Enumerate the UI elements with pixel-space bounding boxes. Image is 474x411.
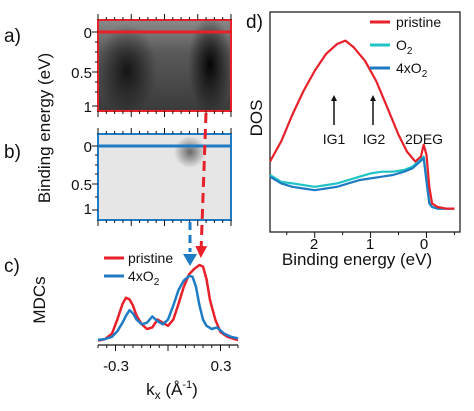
legend-d-o2-main: O [396, 37, 407, 53]
panel-d: DOS Binding energy (eV) pristine O2 4xO2… [247, 11, 461, 269]
binding-energy-axis-title-left: Binding energy (eV) [35, 53, 54, 203]
panel-a-ticks [92, 14, 232, 117]
kx-axis-title: kx (Å-1) [146, 379, 198, 402]
ig2-label: IG2 [363, 131, 386, 147]
panel-a-ytick-0: 0 [84, 25, 92, 42]
panel-label-d: d) [246, 12, 263, 33]
panel-b-yticks: 0 0.5 1 [71, 139, 92, 218]
kx-axis-unit: (Å [161, 380, 183, 399]
panel-b-ytick-05: 0.5 [71, 177, 92, 194]
legend-c-pristine-label: pristine [128, 250, 173, 266]
panel-a-band-left [97, 24, 157, 116]
legend-c-4xo2-sub: 2 [154, 277, 160, 288]
panel-c-xtick-pos: 0.3 [211, 358, 232, 375]
legend-d-4xo2-main: 4xO [396, 60, 422, 76]
dos-line-4xo2 [269, 157, 455, 210]
red-dashed-guide [195, 112, 208, 258]
panel-d-series [269, 39, 455, 210]
kx-axis-sub: x [155, 388, 161, 402]
panel-d-xtick-1: 1 [366, 236, 374, 253]
panel-a-yticks: 0 0.5 1 [71, 25, 92, 116]
panel-d-frame [269, 11, 461, 233]
panel-label-a: a) [4, 26, 21, 47]
panel-a: 0 0.5 1 [71, 14, 232, 117]
mdc-line-4xo2 [97, 274, 239, 342]
panel-b-ytick-1: 1 [84, 201, 92, 218]
legend-c-4xo2-main: 4xO [128, 268, 154, 284]
legend-c-4xo2-label: 4xO2 [128, 268, 160, 288]
mdc-line-pristine [97, 263, 239, 342]
mdcs-axis-title: MDCs [30, 276, 49, 323]
panel-b-ytick-0: 0 [84, 139, 92, 156]
panel-label-c: c) [4, 256, 20, 277]
panel-a-ytick-1: 1 [84, 99, 92, 116]
panel-d-xtick-0: 0 [420, 236, 428, 253]
dos-axis-title: DOS [247, 100, 266, 137]
legend-d-4xo2-sub: 2 [422, 69, 428, 80]
blue-triangle-marker [183, 254, 197, 266]
panel-b-ticks [92, 128, 232, 226]
legend-d-o2-sub: 2 [407, 46, 413, 57]
panel-d-legend: pristine O2 4xO2 [370, 14, 441, 80]
panel-d-ticks [286, 232, 455, 238]
panel-a-ytick-05: 0.5 [71, 65, 92, 82]
panel-c-ticks [97, 345, 239, 351]
panel-c-xtick-neg: -0.3 [103, 358, 129, 375]
legend-d-4xo2-label: 4xO2 [396, 60, 428, 80]
panel-c-series [97, 263, 239, 342]
legend-d-o2-label: O2 [396, 37, 413, 57]
kx-axis-exp: -1 [182, 379, 192, 391]
panel-d-xtick-2: 2 [310, 236, 318, 253]
panel-c: MDCs pristine 4xO2 -0.3 0.3 kx (Å-1) [30, 250, 239, 402]
kx-axis-close: ) [192, 380, 198, 399]
panel-b-band [174, 136, 206, 168]
panel-b-image-base [98, 134, 231, 220]
ig1-label: IG1 [323, 131, 346, 147]
dos-line-pristine [269, 39, 455, 210]
panel-a-band-right [188, 15, 232, 115]
2deg-label: 2DEG [405, 131, 443, 147]
panel-c-legend: pristine 4xO2 [104, 250, 173, 288]
binding-energy-axis-title-d: Binding energy (eV) [282, 250, 432, 269]
kx-axis-main: k [146, 380, 155, 399]
legend-d-pristine-label: pristine [396, 14, 441, 30]
panel-b: 0 0.5 1 [71, 128, 232, 226]
panel-label-b: b) [4, 142, 21, 163]
